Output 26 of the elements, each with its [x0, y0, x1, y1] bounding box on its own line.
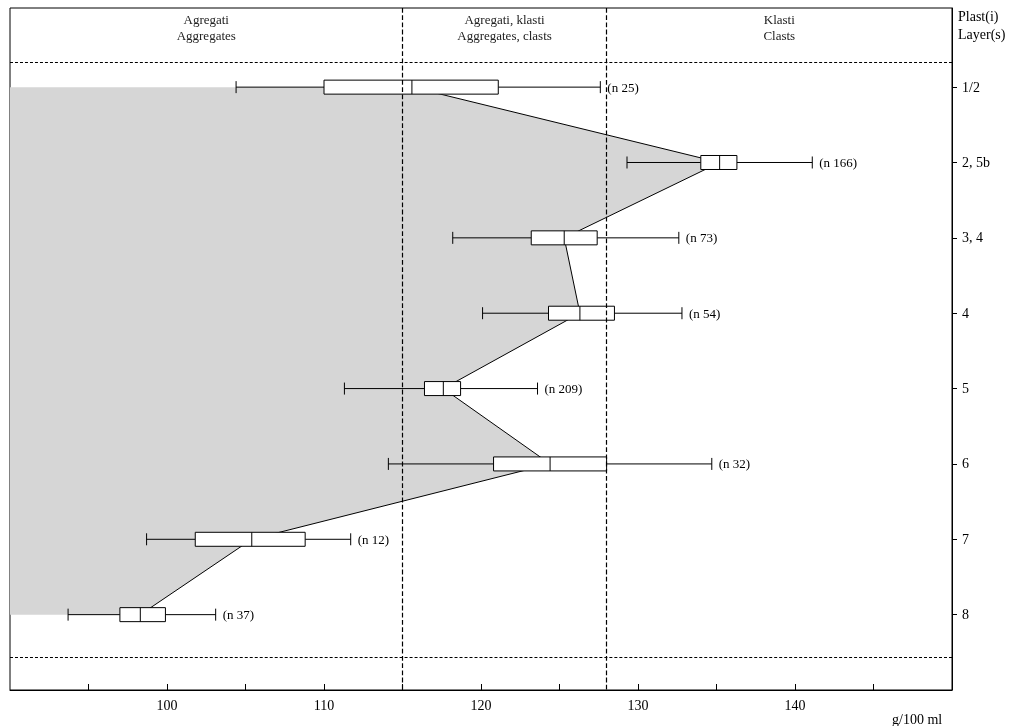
x-axis-title: g/100 ml: [892, 711, 943, 726]
annotation: Agregati Aggregates: [175, 12, 237, 44]
y-tick-label: 2, 5b: [962, 154, 990, 170]
annotation: Agregati, klasti Aggregates, clasts: [456, 12, 553, 44]
y-axis-title: Plast(i) Layer(s): [958, 8, 1006, 44]
annotation: Klasti Clasts: [762, 12, 797, 44]
x-tick-label: 130: [627, 697, 649, 713]
x-tick-label: 140: [784, 697, 806, 713]
x-tick-label: 100: [156, 697, 178, 713]
text: (n 54): [688, 305, 721, 321]
text: (n 32): [718, 456, 751, 472]
y-tick-label: 8: [962, 607, 969, 623]
x-tick-label: 120: [470, 697, 492, 713]
text: (n 209): [544, 381, 583, 397]
text: (n 166): [819, 154, 858, 170]
text: (n 12): [357, 531, 390, 547]
y-tick-label: 1/2: [962, 79, 980, 95]
y-tick-label: 7: [962, 531, 969, 547]
text: (n 73): [685, 230, 718, 246]
y-tick-label: 6: [962, 456, 969, 472]
y-tick-label: 4: [962, 305, 969, 321]
y-tick-label: 5: [962, 381, 969, 397]
y-tick-label: 3, 4: [962, 230, 983, 246]
text: (n 37): [222, 607, 255, 623]
x-tick-label: 110: [313, 697, 335, 713]
text: (n 25): [607, 79, 639, 95]
